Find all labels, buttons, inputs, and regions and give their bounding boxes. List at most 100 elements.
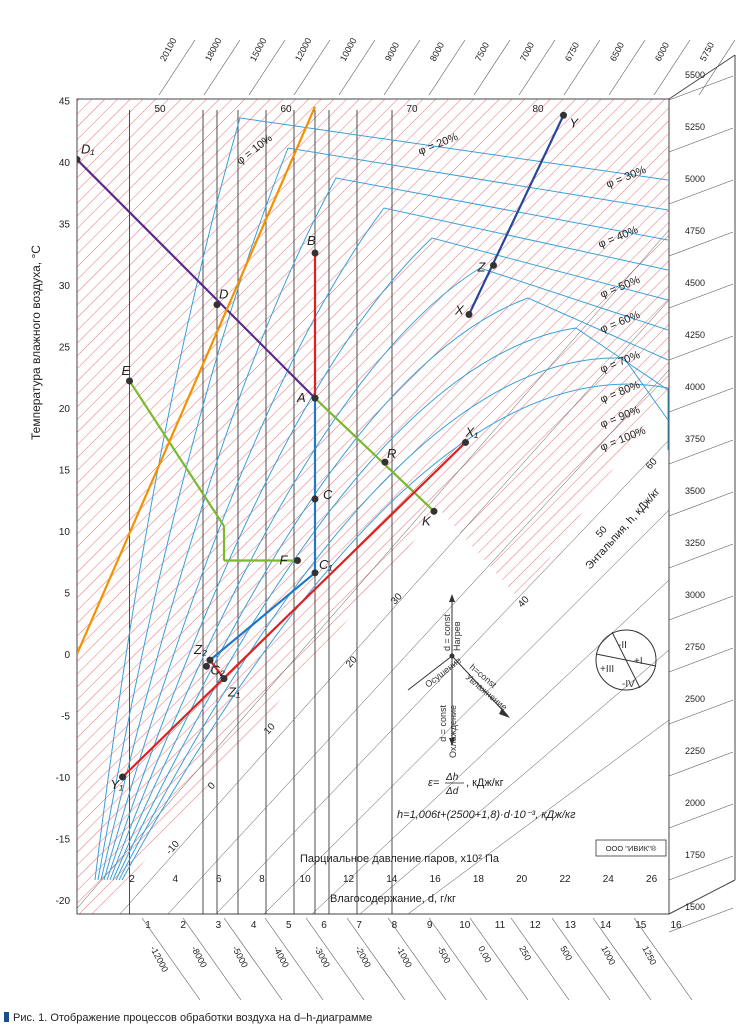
- right-outer-tick: 2000: [685, 798, 705, 808]
- bottom-tick: 14: [600, 920, 612, 931]
- point-label: K: [422, 513, 432, 528]
- top-outer-tick: 20100: [158, 36, 179, 63]
- bottom-outer-tick: 500: [558, 944, 574, 962]
- top-tick: 80: [532, 104, 544, 115]
- right-outer-tick-line: [668, 491, 734, 517]
- eps-unit: , кДж/кг: [466, 777, 504, 789]
- pressure-axis-title: Парциальное давление паров, x10² Па: [300, 853, 500, 865]
- bottom-outer-tick-line: [428, 917, 488, 1001]
- bottom-outer-tick: -3000: [312, 944, 332, 969]
- bottom-outer-tick: -12000: [148, 944, 170, 973]
- process-point: [213, 301, 221, 309]
- process-point: [490, 261, 497, 269]
- point-label: Z: [477, 259, 487, 274]
- left-tick: 10: [59, 527, 71, 538]
- rh-curve: [97, 147, 669, 881]
- bottom-outer-tick-line: [633, 917, 693, 1001]
- right-outer-tick-line: [668, 647, 734, 673]
- left-tick: 15: [59, 466, 71, 477]
- top-tick: 50: [154, 104, 166, 115]
- enthalpy-tick: 10: [262, 721, 278, 737]
- caption-text: Рис. 1. Отображение процессов обработки …: [13, 1012, 373, 1024]
- eps-numerator: Δh: [445, 772, 459, 783]
- right-outer-tick-line: [668, 543, 734, 569]
- rh-curve: [100, 177, 669, 881]
- bottom-tick: 9: [427, 920, 433, 931]
- bottom-outer-tick: 1000: [599, 944, 617, 966]
- process-legend: Осушение d = const Нагрев h=const Увлажн…: [407, 594, 510, 758]
- rh-curve: [115, 327, 669, 881]
- left-tick: 35: [59, 220, 71, 231]
- company-name: ООО "ИВИК"®: [606, 844, 657, 853]
- enthalpy-line: [167, 369, 669, 914]
- point-label: F: [280, 553, 289, 568]
- arrowhead-cooling: [449, 738, 455, 746]
- arrowhead-humidification: [499, 708, 510, 718]
- right-outer-tick: 4500: [685, 278, 705, 288]
- top-outer-tick: 12000: [293, 36, 314, 63]
- legend-drying: Осушение: [423, 655, 463, 689]
- right-outer-tick: 5000: [685, 174, 705, 184]
- pressure-tick: 2: [129, 874, 135, 885]
- top-outer-tick-line: [608, 39, 646, 96]
- left-tick: 30: [59, 281, 71, 292]
- arrow-humidification: [451, 655, 509, 717]
- right-outer-tick: 2500: [685, 694, 705, 704]
- pressure-tick: 14: [386, 874, 398, 885]
- frame-corner-bottom: [668, 879, 736, 915]
- rh-curve: [106, 237, 669, 881]
- right-outer-tick: 4250: [685, 330, 705, 340]
- process-point: [220, 675, 228, 683]
- company-frame: [595, 839, 667, 857]
- enthalpy-tick: 0: [206, 780, 218, 792]
- enthalpy-tick: 30: [389, 591, 405, 607]
- point-label: E: [122, 363, 131, 378]
- rh-curve: [109, 267, 669, 881]
- bottom-tick: 12: [530, 920, 542, 931]
- point-label: X₁: [465, 424, 479, 439]
- bottom-tick: 1: [145, 920, 151, 931]
- right-outer-tick: 5250: [685, 122, 705, 132]
- figure-caption: Рис. 1. Отображение процессов обработки …: [4, 1012, 372, 1024]
- top-outer-tick-line: [203, 39, 241, 96]
- right-outer-tick: 1500: [685, 902, 705, 912]
- right-outer-tick-line: [668, 283, 734, 309]
- bottom-outer-tick-line: [387, 917, 447, 1001]
- company-box: ООО "ИВИК"®: [595, 839, 667, 857]
- quadrant-q4: -IV: [622, 679, 635, 690]
- bottom-outer-tick: 1250: [640, 944, 658, 966]
- right-outer-tick: 3250: [685, 538, 705, 548]
- bottom-outer-tick-line: [551, 917, 611, 1001]
- right-outer-tick: 2750: [685, 642, 705, 652]
- point-label: Y₁: [111, 777, 124, 792]
- top-outer-tick-line: [563, 39, 601, 96]
- rh-curve: [121, 383, 669, 881]
- left-tick: 40: [59, 158, 71, 169]
- bottom-axis-title: Влагосодержание, d, г/кг: [330, 893, 456, 905]
- bottom-outer-tick: -4000: [271, 944, 291, 969]
- enthalpy-line: [77, 229, 669, 909]
- line-y1-x1: [121, 441, 467, 778]
- pressure-tick: 16: [430, 874, 442, 885]
- formulas: ε= Δh Δd , кДж/кг h=1,006t+(2500+1,8)·d·…: [397, 772, 576, 821]
- enthalpy-line: [311, 579, 669, 914]
- rh-curve: [94, 117, 669, 881]
- top-outer-tick: 15000: [248, 36, 269, 63]
- pressure-tick: 24: [603, 874, 615, 885]
- process-point: [77, 156, 81, 164]
- left-tick: 45: [59, 97, 71, 108]
- bottom-outer-tick: -2000: [353, 944, 373, 969]
- legend-heating: Нагрев: [452, 621, 462, 651]
- bottom-tick: 10: [459, 920, 471, 931]
- right-outer-tick-line: [668, 907, 734, 933]
- pressure-tick: 8: [259, 874, 265, 885]
- point-label: D₁: [81, 142, 95, 157]
- quadrant-q3: +III: [600, 664, 614, 675]
- bottom-outer-tick: -8000: [189, 944, 209, 969]
- bottom-tick: 7: [356, 920, 362, 931]
- line-e-f1: [128, 380, 225, 527]
